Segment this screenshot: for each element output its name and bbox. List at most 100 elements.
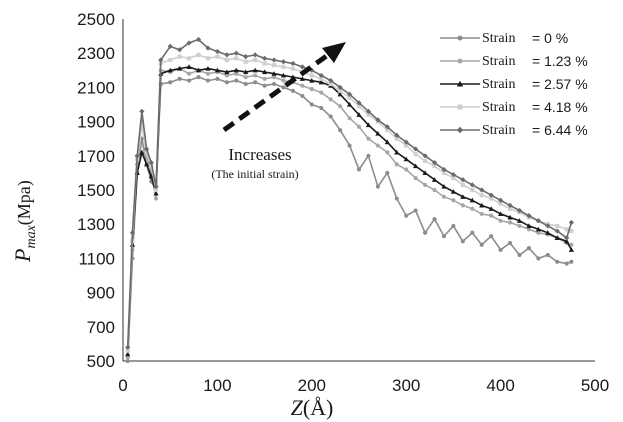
- data-point: [262, 55, 268, 61]
- data-point: [517, 252, 522, 258]
- data-point: [234, 56, 239, 61]
- legend-label: Strain: [482, 54, 515, 69]
- data-point: [300, 93, 305, 99]
- x-axis-label: Z(Å): [291, 395, 334, 420]
- data-point: [243, 54, 249, 60]
- data-point: [224, 80, 229, 85]
- data-point: [167, 43, 173, 49]
- data-point: [404, 167, 409, 172]
- data-point: [535, 218, 541, 224]
- y-tick-label: 1700: [77, 147, 115, 166]
- data-point: [451, 223, 456, 228]
- annotation-text: Increases: [228, 145, 291, 164]
- data-point: [347, 143, 352, 148]
- data-point: [460, 239, 465, 244]
- x-tick-label: 500: [581, 376, 609, 395]
- data-point: [403, 156, 409, 162]
- data-point: [535, 226, 541, 232]
- data-point: [423, 230, 428, 235]
- data-point: [451, 175, 456, 181]
- series-line: [126, 38, 573, 348]
- data-point: [460, 177, 466, 183]
- data-point: [243, 81, 248, 87]
- data-point: [262, 61, 267, 66]
- y-axis-label-unit: (Mpa): [14, 180, 35, 225]
- data-point: [168, 57, 173, 63]
- annotation-subtext: (The initial strain): [211, 167, 298, 181]
- data-point: [337, 91, 343, 97]
- data-point: [243, 69, 249, 75]
- data-point: [299, 76, 305, 81]
- data-point: [262, 76, 267, 81]
- data-point: [195, 36, 202, 43]
- data-point: [366, 112, 371, 117]
- x-tick-label: 0: [118, 376, 127, 395]
- data-point: [545, 252, 550, 258]
- data-point: [196, 75, 201, 80]
- data-point: [555, 223, 560, 228]
- data-point: [328, 81, 333, 87]
- data-point: [186, 40, 192, 46]
- data-point: [456, 126, 464, 134]
- data-point: [262, 69, 268, 75]
- data-point: [215, 76, 220, 81]
- data-point: [187, 56, 192, 61]
- series-line: [126, 66, 573, 355]
- data-point: [252, 67, 258, 73]
- data-point: [460, 182, 465, 187]
- x-tick-label: 100: [203, 376, 231, 395]
- data-point: [290, 66, 295, 71]
- data-point: [394, 136, 399, 141]
- y-tick-label: 500: [87, 352, 115, 371]
- x-tick-label: 300: [392, 376, 420, 395]
- data-point: [144, 146, 150, 152]
- data-point: [441, 194, 447, 199]
- data-point: [469, 182, 475, 188]
- data-point: [526, 246, 531, 251]
- data-point: [205, 56, 211, 61]
- data-point: [489, 234, 494, 239]
- data-point: [488, 192, 494, 198]
- data-point: [450, 189, 456, 194]
- y-tick-label: 900: [87, 284, 115, 303]
- legend-label: Strain: [482, 31, 515, 46]
- data-point: [422, 170, 428, 175]
- data-point: [432, 216, 437, 222]
- data-point: [498, 211, 504, 217]
- data-point: [413, 163, 419, 169]
- y-tick-label: 2500: [77, 10, 115, 29]
- data-point: [129, 230, 136, 236]
- data-point: [432, 187, 437, 193]
- data-point: [158, 57, 164, 63]
- data-point: [554, 235, 560, 240]
- data-point: [309, 87, 314, 92]
- data-point: [394, 162, 399, 167]
- data-point: [365, 108, 372, 114]
- data-point: [224, 57, 229, 63]
- data-point: [555, 259, 560, 264]
- data-point: [526, 223, 532, 228]
- data-point: [413, 208, 418, 213]
- data-point: [545, 223, 551, 229]
- data-point: [385, 150, 390, 155]
- data-point: [457, 58, 463, 64]
- data-point: [516, 218, 523, 223]
- y-tick-label: 2300: [77, 44, 115, 63]
- data-point: [346, 91, 353, 97]
- data-point: [404, 213, 409, 218]
- data-point: [262, 83, 267, 88]
- data-point: [134, 153, 140, 159]
- data-point: [309, 73, 314, 78]
- y-tick-labels: 500 700 900 1100 1300 1500 1700 1900 2100 2300 250…: [77, 10, 115, 371]
- data-point: [375, 184, 380, 189]
- data-point: [507, 202, 513, 208]
- data-point: [404, 143, 409, 148]
- x-tick-label: 400: [486, 376, 514, 395]
- data-point: [271, 75, 277, 80]
- data-point: [568, 247, 574, 252]
- data-point: [394, 149, 400, 155]
- data-point: [375, 130, 381, 136]
- data-point: [356, 104, 362, 109]
- legend-value: = 2.57 %: [532, 76, 588, 92]
- legend-item: Strain = 6.44 %: [440, 122, 588, 138]
